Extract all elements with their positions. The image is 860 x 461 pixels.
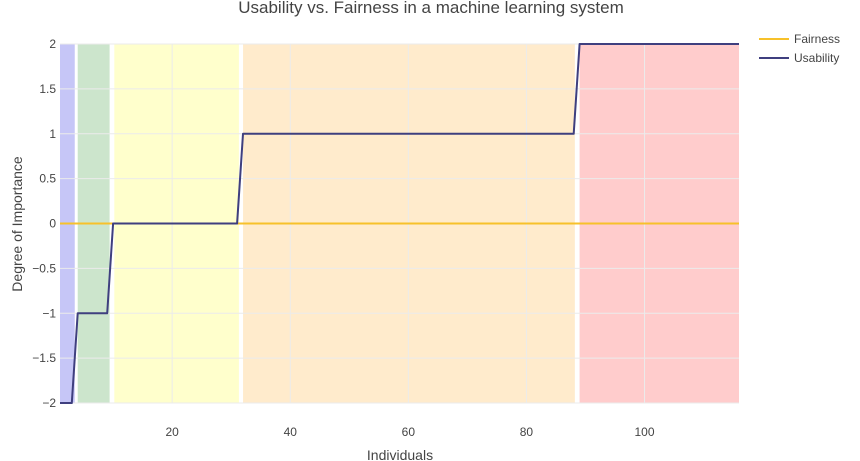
y-tick-label: 0 — [49, 217, 56, 231]
x-tick-label: 20 — [166, 425, 180, 439]
chart-title: Usability vs. Fairness in a machine lear… — [238, 0, 623, 17]
y-tick-label: 1 — [49, 127, 56, 141]
legend-label-fairness: Fairness — [794, 32, 840, 46]
x-tick-label: 80 — [520, 425, 534, 439]
x-tick-label: 60 — [402, 425, 416, 439]
legend-label-usability: Usability — [794, 51, 839, 65]
y-axis-title: Degree of Importance — [9, 156, 25, 292]
y-tick-label: 1.5 — [39, 82, 56, 96]
y-tick-label: −2 — [42, 396, 56, 410]
x-tick-label: 100 — [635, 425, 655, 439]
legend: Fairness Usability — [759, 32, 840, 65]
y-tick-label: 2 — [49, 37, 56, 51]
x-tick-label: 40 — [284, 425, 298, 439]
x-axis-title: Individuals — [367, 447, 433, 461]
y-tick-labels: −2 −1.5 −1 −0.5 0 0.5 1 1.5 2 — [32, 37, 56, 410]
series-lines — [60, 43, 739, 404]
series-line-usability — [60, 43, 739, 404]
y-tick-label: −1 — [42, 306, 56, 320]
y-tick-label: −1.5 — [32, 351, 56, 365]
y-tick-label: 0.5 — [39, 172, 56, 186]
x-tick-labels: 20 40 60 80 100 — [166, 425, 655, 439]
y-tick-label: −0.5 — [32, 261, 56, 275]
